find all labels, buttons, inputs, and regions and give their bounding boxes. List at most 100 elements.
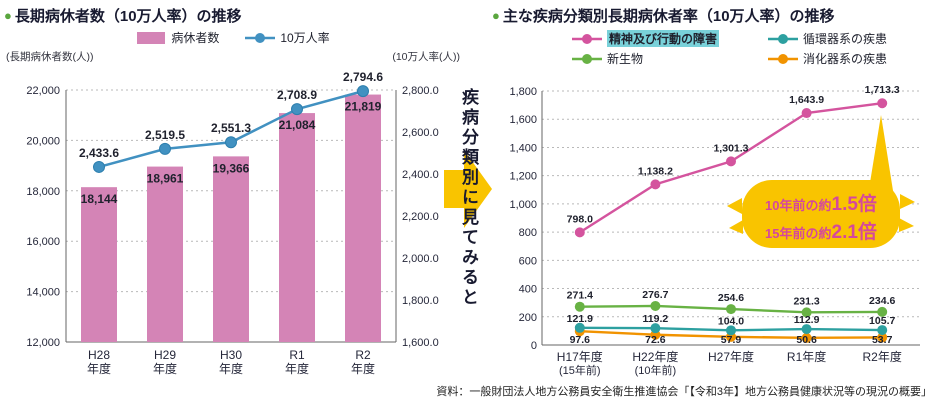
svg-text:年度: 年度 (285, 361, 309, 376)
svg-text:R2: R2 (355, 348, 371, 362)
svg-text:12,000: 12,000 (26, 337, 60, 349)
svg-text:72.6: 72.6 (645, 334, 666, 346)
legend-item-0: 病休者数 (136, 29, 219, 46)
svg-text:400: 400 (519, 284, 537, 296)
svg-text:18,144: 18,144 (81, 192, 118, 206)
right-chart-title-text: 主な疾病分類別長期病休者率（10万人率）の推移 (502, 7, 835, 25)
svg-text:254.6: 254.6 (718, 292, 744, 304)
svg-text:1,800: 1,800 (509, 86, 537, 98)
left-axis-caption: (長期病休者数(人)) (6, 51, 94, 63)
svg-text:2,794.6: 2,794.6 (343, 70, 383, 84)
line-legend-swatch-icon (245, 32, 276, 43)
svg-text:276.7: 276.7 (642, 289, 668, 301)
svg-text:20,000: 20,000 (26, 135, 60, 147)
svg-text:H28: H28 (88, 348, 110, 362)
svg-text:2,600.0: 2,600.0 (402, 127, 439, 139)
svg-text:112.9: 112.9 (794, 314, 820, 326)
legend-item-1: 10万人率 (245, 29, 330, 46)
svg-text:年度: 年度 (153, 361, 177, 376)
svg-text:231.3: 231.3 (793, 295, 819, 307)
svg-text:2,519.5: 2,519.5 (145, 128, 185, 142)
sick-leave-count-chart: 12,000 14,000 16,000 18,000 20,000 22,000 1,60… (26, 70, 439, 376)
svg-text:(10年前): (10年前) (635, 363, 677, 377)
svg-text:2,800.0: 2,800.0 (402, 85, 439, 97)
svg-text:600: 600 (519, 255, 537, 267)
svg-text:50.6: 50.6 (796, 334, 817, 346)
sick-leave-chart-section: ● 長期病休者数（10万人率）の推移 病休者数 10万人率 (長期病休者数(人))… (4, 4, 462, 378)
svg-text:年度: 年度 (351, 361, 375, 376)
yellow-right-arrow-icon (444, 150, 492, 228)
svg-text:1,600.0: 1,600.0 (402, 337, 439, 349)
legend-label: 新生物 (607, 52, 644, 66)
svg-text:119.2: 119.2 (643, 313, 669, 325)
svg-text:年度: 年度 (219, 361, 243, 376)
svg-text:H29: H29 (154, 348, 176, 362)
series-2: 271.4 276.7 254.6 231.3 234.6 (567, 289, 895, 318)
svg-text:H22年度: H22年度 (632, 349, 678, 364)
svg-text:2,200.0: 2,200.0 (402, 211, 439, 223)
right-axis-caption: (10万人率(人)) (392, 51, 460, 63)
line-legend-swatch-icon (768, 53, 798, 64)
series-1: 121.9 119.2 104.0 112.9 105.7 (567, 313, 895, 336)
svg-text:14,000: 14,000 (26, 287, 60, 299)
svg-text:19,366: 19,366 (213, 161, 250, 175)
svg-text:10年前の約1.5倍: 10年前の約1.5倍 (765, 192, 877, 215)
svg-text:年度: 年度 (87, 361, 111, 376)
right-chart-legend: 精神及び行動の障害 循環器系の疾患新生物 消化器系の疾患 (572, 26, 938, 71)
series-0: 798.0 1,138.2 1,301.3 1,643.9 1,713.3 (567, 84, 900, 238)
svg-text:22,000: 22,000 (26, 85, 60, 97)
svg-text:0: 0 (531, 340, 537, 352)
svg-text:21,819: 21,819 (345, 100, 382, 114)
source-note: 資料：一般財団法人地方公務員安全衛生推進協会「【令和3年】地方公務員健康状況等の… (436, 386, 932, 398)
svg-text:R1年度: R1年度 (787, 349, 826, 364)
left-chart-title: ● 長期病休者数（10万人率）の推移 (4, 4, 462, 26)
svg-text:1,713.3: 1,713.3 (865, 84, 900, 96)
legend-item-0: 精神及び行動の障害 (572, 30, 768, 47)
svg-text:H27年度: H27年度 (708, 349, 754, 364)
right-chart-title: ● 主な疾病分類別長期病休者率（10万人率）の推移 (492, 4, 938, 26)
svg-text:105.7: 105.7 (869, 315, 895, 327)
legend-label: 精神及び行動の障害 (607, 30, 720, 47)
svg-text:1,800.0: 1,800.0 (402, 295, 439, 307)
legend-label: 10万人率 (280, 31, 330, 45)
svg-text:234.6: 234.6 (869, 295, 895, 307)
axis-captions: (長期病休者数(人)) (10万人率(人)) (4, 49, 462, 64)
vertical-caption: 疾病分類別に見てみると (459, 88, 478, 308)
svg-text:2,433.6: 2,433.6 (79, 146, 119, 160)
svg-text:18,000: 18,000 (26, 186, 60, 198)
callout-bubble: 10年前の約1.5倍 15年前の約2.1倍 (727, 115, 915, 248)
svg-text:R2年度: R2年度 (863, 349, 902, 364)
svg-text:1,138.2: 1,138.2 (638, 165, 673, 177)
left-chart-legend: 病休者数 10万人率 (4, 26, 462, 49)
svg-text:15年前の約2.1倍: 15年前の約2.1倍 (765, 220, 877, 243)
svg-text:53.7: 53.7 (872, 334, 893, 346)
svg-text:16,000: 16,000 (26, 236, 60, 248)
legend-item-3: 消化器系の疾患 (768, 50, 940, 67)
svg-text:21,084: 21,084 (279, 118, 316, 132)
legend-label: 消化器系の疾患 (803, 52, 888, 66)
disease-category-chart-section: ● 主な疾病分類別長期病休者率（10万人率）の推移 精神及び行動の障害 循環器系の… (492, 4, 938, 379)
line-legend-swatch-icon (572, 53, 602, 64)
svg-text:798.0: 798.0 (567, 213, 593, 225)
svg-text:2,000.0: 2,000.0 (402, 253, 439, 265)
green-bullet-icon: ● (492, 7, 500, 23)
svg-text:1,643.9: 1,643.9 (789, 94, 824, 106)
svg-text:2,551.3: 2,551.3 (211, 121, 251, 135)
svg-text:1,600: 1,600 (509, 114, 537, 126)
svg-text:57.9: 57.9 (721, 334, 742, 346)
svg-text:121.9: 121.9 (567, 313, 593, 325)
legend-label: 循環器系の疾患 (803, 32, 888, 46)
svg-text:(15年前): (15年前) (559, 363, 601, 377)
svg-text:1,301.3: 1,301.3 (713, 142, 748, 154)
svg-text:97.6: 97.6 (570, 334, 591, 346)
svg-text:2,400.0: 2,400.0 (402, 169, 439, 181)
bar-legend-swatch-icon (137, 31, 166, 44)
legend-label: 病休者数 (171, 31, 220, 45)
green-bullet-icon: ● (4, 7, 12, 23)
svg-text:200: 200 (519, 312, 537, 324)
svg-text:H30: H30 (220, 348, 242, 362)
disease-category-chart: 0 200 400 600 800 1,000 1,200 1,400 1,600 1,800 97… (509, 84, 920, 377)
svg-text:R1: R1 (289, 348, 305, 362)
bar-series: 18,144 18,961 19,366 21,084 21,819 (81, 94, 382, 343)
